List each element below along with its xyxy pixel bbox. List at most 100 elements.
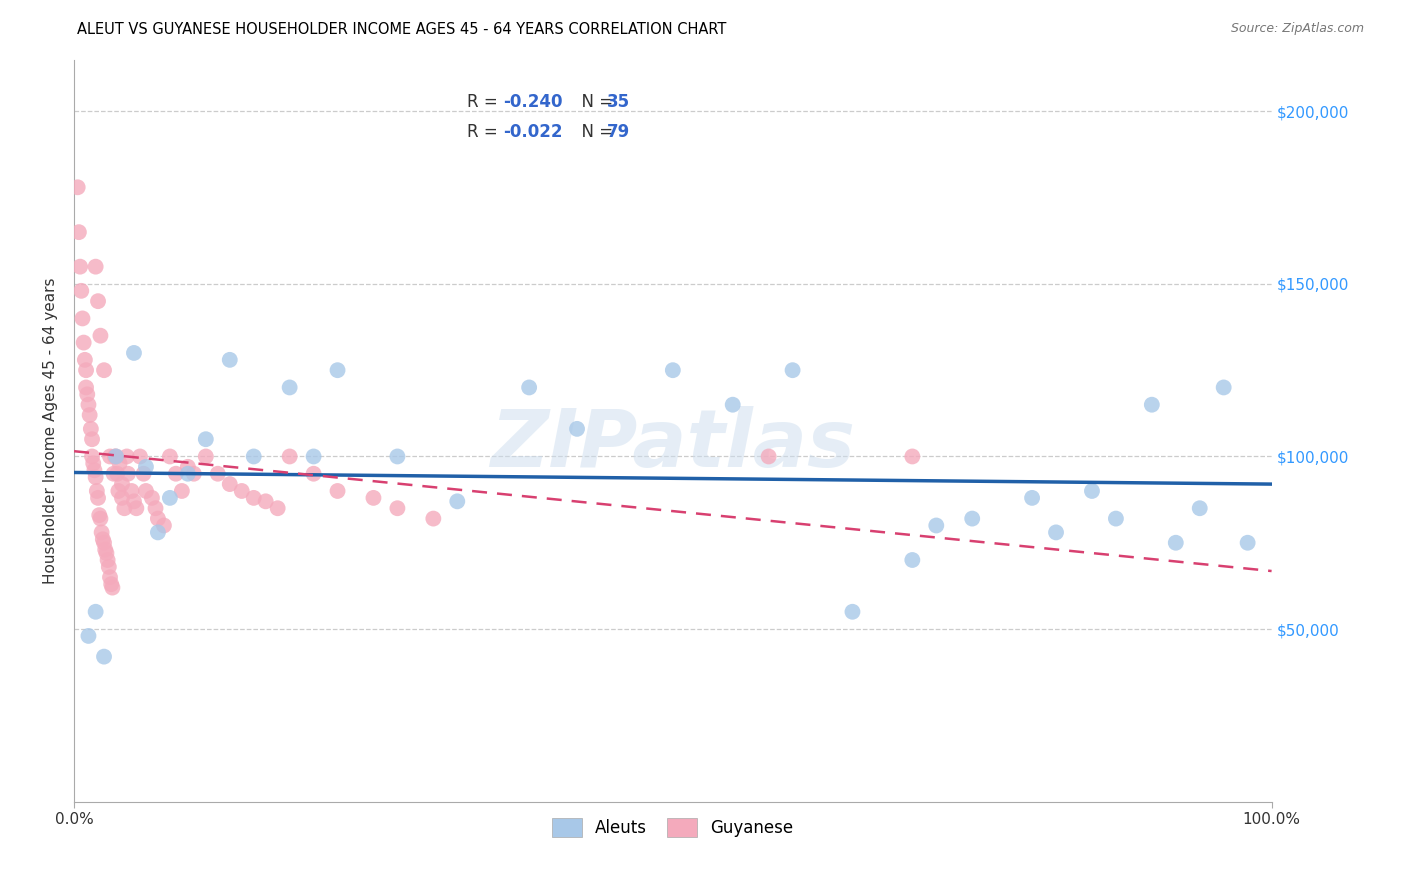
Point: [145, 501, 167, 516]
Point: [122, 346, 145, 360]
Point: [105, 450, 128, 464]
Point: [1188, 501, 1211, 516]
Point: [517, 380, 540, 394]
Point: [69, 260, 91, 274]
Point: [194, 432, 217, 446]
Point: [1045, 525, 1067, 540]
Point: [960, 511, 983, 525]
Point: [146, 511, 169, 525]
Point: [104, 450, 127, 464]
Point: [132, 467, 155, 481]
Point: [103, 467, 125, 481]
Point: [94, 542, 117, 557]
Point: [1105, 511, 1128, 525]
Point: [721, 398, 744, 412]
Point: [117, 467, 139, 481]
Point: [96, 546, 118, 560]
Point: [177, 467, 200, 481]
Point: [218, 352, 240, 367]
Point: [93, 535, 115, 549]
Point: [901, 450, 924, 464]
Point: [170, 483, 193, 498]
Point: [75, 363, 97, 377]
Text: N =: N =: [571, 123, 619, 141]
Point: [80, 450, 103, 464]
Point: [177, 459, 200, 474]
Point: [84, 260, 107, 274]
Point: [326, 363, 349, 377]
Point: [89, 328, 111, 343]
Text: ALEUT VS GUYANESE HOUSEHOLDER INCOME AGES 45 - 64 YEARS CORRELATION CHART: ALEUT VS GUYANESE HOUSEHOLDER INCOME AGE…: [77, 22, 727, 37]
Point: [129, 450, 152, 464]
Text: -0.022: -0.022: [503, 123, 562, 141]
Point: [72, 311, 94, 326]
Point: [1140, 398, 1163, 412]
Point: [153, 518, 176, 533]
Point: [841, 605, 863, 619]
Point: [363, 491, 385, 505]
Point: [326, 483, 349, 498]
Text: 79: 79: [607, 123, 630, 141]
Text: 35: 35: [607, 93, 630, 111]
Point: [76, 387, 98, 401]
Point: [165, 467, 187, 481]
Point: [111, 491, 134, 505]
Point: [758, 450, 780, 464]
Point: [1164, 535, 1187, 549]
Point: [1021, 491, 1043, 505]
Text: -0.240: -0.240: [503, 93, 562, 111]
Point: [80, 422, 103, 436]
Point: [121, 483, 143, 498]
Point: [112, 501, 135, 516]
Point: [83, 463, 105, 477]
Y-axis label: Householder Income Ages 45 - 64 years: Householder Income Ages 45 - 64 years: [44, 277, 58, 584]
Point: [662, 363, 685, 377]
Point: [925, 518, 948, 533]
Point: [98, 450, 121, 464]
Point: [135, 459, 157, 474]
Point: [82, 456, 104, 470]
Point: [107, 483, 129, 498]
Point: [125, 501, 148, 516]
Point: [84, 470, 107, 484]
Point: [242, 491, 264, 505]
Point: [108, 456, 131, 470]
Point: [84, 605, 107, 619]
Point: [79, 408, 101, 422]
Point: [98, 570, 121, 584]
Point: [93, 363, 115, 377]
Point: [266, 501, 288, 516]
Point: [70, 284, 93, 298]
Point: [183, 467, 205, 481]
Point: [89, 511, 111, 525]
Legend: Aleuts, Guyanese: Aleuts, Guyanese: [544, 809, 801, 846]
Point: [105, 467, 128, 481]
Point: [387, 450, 409, 464]
Point: [111, 477, 134, 491]
Point: [231, 483, 253, 498]
Point: [91, 533, 114, 547]
Point: [207, 467, 229, 481]
Text: R =: R =: [467, 93, 503, 111]
Point: [278, 450, 301, 464]
Point: [146, 525, 169, 540]
Point: [1236, 535, 1258, 549]
Point: [159, 450, 181, 464]
Point: [422, 511, 444, 525]
Point: [242, 450, 264, 464]
Point: [1212, 380, 1234, 394]
Point: [122, 494, 145, 508]
Point: [75, 380, 97, 394]
Point: [80, 432, 103, 446]
Point: [86, 483, 108, 498]
Point: [278, 380, 301, 394]
Point: [218, 477, 240, 491]
Point: [66, 180, 89, 194]
Point: [67, 225, 90, 239]
Point: [387, 501, 409, 516]
Point: [254, 494, 277, 508]
Point: [87, 491, 110, 505]
Point: [135, 483, 157, 498]
Point: [194, 450, 217, 464]
Point: [100, 577, 122, 591]
